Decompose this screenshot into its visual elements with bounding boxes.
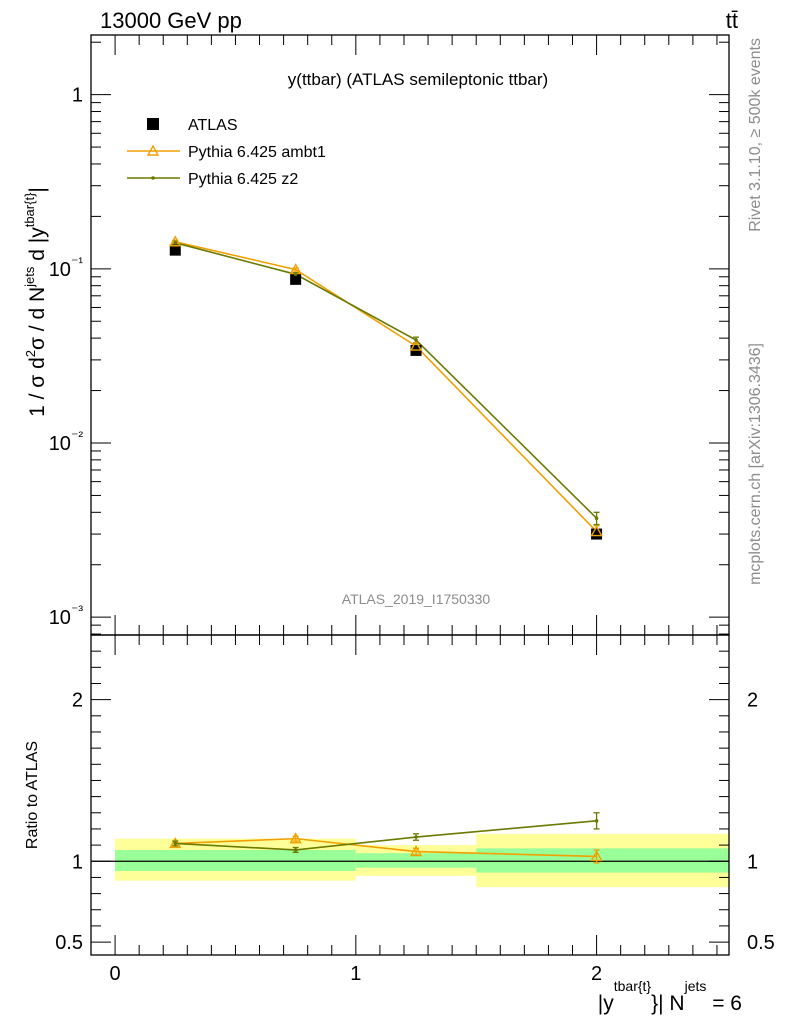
main-frame — [90, 34, 730, 636]
legend-label: Pythia 6.425 z2 — [188, 171, 298, 188]
ambt1-ratio-point — [289, 832, 302, 844]
main-ytick-label: 10⁻³ — [49, 602, 84, 629]
main-title: y(ttbar) (ATLAS semileptonic ttbar) — [288, 70, 548, 89]
z2-ratio-point — [293, 848, 298, 852]
legend-label: Pythia 6.425 ambt1 — [188, 144, 326, 161]
ratio-band-stat — [115, 849, 356, 871]
ratio-ytick-label: 0.5 — [55, 932, 83, 954]
xtick-label: 0 — [110, 963, 121, 985]
legend-marker-ambt1 — [146, 144, 160, 156]
z2-ratio-point — [414, 835, 418, 839]
ratio-ytick-label: 1 — [72, 851, 83, 873]
ratio-band-stat — [476, 848, 729, 873]
atlas-point — [290, 273, 302, 285]
ambt1-line — [175, 240, 598, 533]
ratio-ytick-label-right: 2 — [747, 690, 758, 712]
xtick-label: 1 — [350, 963, 361, 985]
svg-text:1 / σ d2σ / d Njets d |ytbar{t: 1 / σ d2σ / d Njets d |ytbar{t}| — [22, 187, 49, 417]
z2-ratio-point — [594, 819, 599, 823]
ratio-panel: 0.5 0.5 1 1 2 2 0 1 2 Ratio to ATLAS |ytbar{t}}|… — [24, 634, 775, 1015]
ambt1-point — [169, 235, 182, 247]
z2-point — [293, 272, 298, 277]
header-left: 13000 GeV pp — [100, 8, 242, 33]
z2-line — [175, 242, 598, 519]
atlas-point — [591, 528, 603, 540]
z2-point — [594, 516, 599, 521]
z2-point — [414, 338, 418, 342]
z2-ratio-point — [173, 841, 178, 846]
main-panel: 1 10⁻¹ 10⁻² 10⁻³ y(ttbar) (ATLAS semilepton… — [22, 34, 730, 636]
z2-ratio-line — [175, 820, 597, 851]
main-ytick-label: 10⁻² — [49, 428, 84, 455]
ratio-ytick-label-right: 0.5 — [747, 932, 775, 954]
ratio-ylabel: Ratio to ATLAS — [24, 741, 41, 849]
ambt1-ratio-point — [590, 849, 603, 862]
atlas-point — [169, 244, 181, 256]
main-ylabel: 1 / σ d2σ / d Njets d |ytbar{t}| — [22, 187, 49, 417]
main-watermark: ATLAS_2019_I1750330 — [342, 591, 491, 607]
xtick-label: 2 — [591, 963, 602, 985]
ratio-band-stat — [355, 853, 477, 868]
main-ytick-label: 10⁻¹ — [49, 254, 84, 281]
ratio-frame — [90, 634, 730, 956]
z2-point — [173, 241, 178, 245]
svg-text:|ytbar{t}}| Njets = 6: |ytbar{t}}| Njets = 6 — [598, 978, 742, 1015]
legend-label: ATLAS — [188, 117, 238, 134]
ambt1-ratio-point — [409, 845, 423, 857]
ratio-ytick-label: 2 — [72, 690, 83, 712]
mcplots-label: mcplots.cern.ch [arXiv:1306.3436] — [747, 343, 764, 585]
legend-marker-atlas — [147, 118, 159, 130]
ratio-xlabel: |ytbar{t}}| Njets = 6 — [598, 978, 742, 1015]
main-ytick-label: 1 — [72, 85, 83, 107]
rivet-label: Rivet 3.1.10, ≥ 500k events — [747, 38, 764, 232]
legend-marker-z2 — [151, 176, 155, 180]
ambt1-point — [590, 525, 603, 537]
ambt1-ratio-line — [175, 837, 597, 858]
ambt1-point — [409, 339, 423, 351]
legend: ATLAS Pythia 6.425 ambt1 Pythia 6.425 z2 — [127, 117, 326, 188]
header-right: tt̄ — [726, 8, 738, 33]
ratio-ytick-label-right: 1 — [747, 851, 758, 873]
